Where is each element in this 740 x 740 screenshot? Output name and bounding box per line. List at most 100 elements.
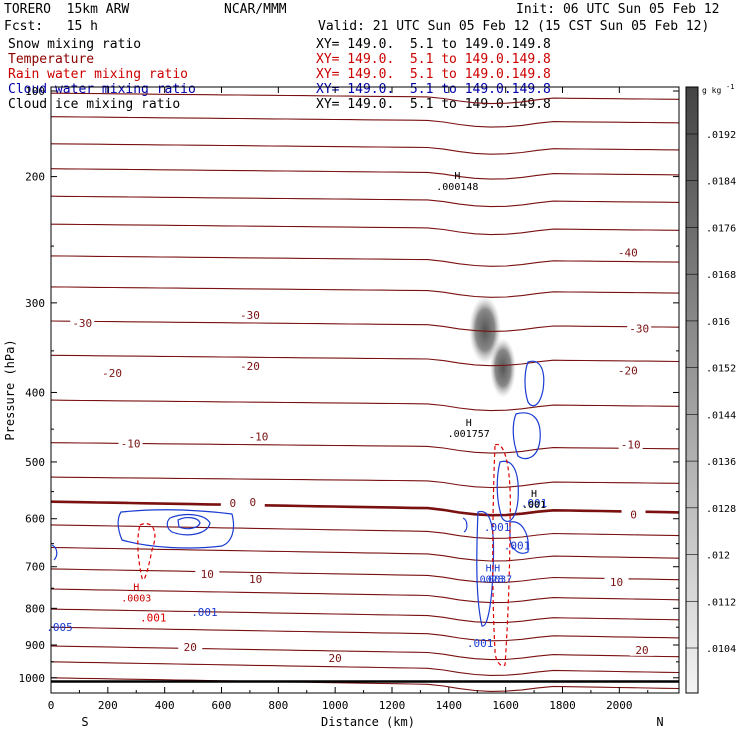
- max-marker-H-2: H: [531, 489, 537, 500]
- max-marker-value-2: .001: [522, 500, 546, 511]
- max-marker-value-5: .0037: [482, 574, 512, 585]
- isotherm-15: [50, 546, 680, 562]
- cloud-water-contour-4: [524, 360, 545, 407]
- colorbar-label-5: .0152: [706, 364, 736, 375]
- temp-label-4: -20: [102, 367, 122, 380]
- snow-shading: [469, 296, 516, 398]
- temp-label-bg-7: [118, 437, 143, 450]
- colorbar-label-4: .016: [706, 317, 730, 328]
- isotherm-14: [50, 524, 680, 539]
- isotherm-19: [50, 626, 680, 642]
- temp-label-bg-12: [621, 508, 646, 521]
- cloud-water-label-3: .001: [191, 606, 218, 619]
- snow-core-lower: [490, 338, 516, 398]
- isotherm-9: [50, 354, 680, 367]
- isotherm-16: [50, 568, 680, 584]
- x-tick-label-2000: 2000: [606, 699, 633, 712]
- isotherm-2: [50, 143, 680, 155]
- temp-label-bg-18: [630, 643, 655, 656]
- isotherm-11: [50, 442, 680, 454]
- rain-contours: [137, 443, 511, 667]
- cloud-water-contour-1: [117, 509, 235, 549]
- temp-label-7: -10: [121, 437, 141, 450]
- field-name-temperature: Temperature: [8, 52, 95, 67]
- forecast-hour: Fcst: 15 h: [4, 19, 98, 34]
- temp-label-bg-6: [615, 364, 640, 377]
- y-tick-label-300: 300: [25, 297, 45, 310]
- max-marker-H-4: H: [486, 563, 492, 574]
- temp-label-bg-17: [323, 651, 348, 664]
- temp-label-12: 0: [630, 509, 637, 522]
- max-marker-value-4: .0028: [474, 574, 504, 585]
- field-name-cloud-ice: Cloud ice mixing ratio: [8, 97, 181, 112]
- field-xy-cloud-water: XY= 149.0. 5.1 to 149.0.149.8: [316, 82, 551, 97]
- x-tick-label-1200: 1200: [379, 699, 406, 712]
- temp-label-bg-13: [195, 567, 220, 580]
- cloud-water-contour-2: [166, 513, 211, 536]
- temp-label-17: 20: [329, 652, 342, 665]
- temp-label-bg-3: [627, 322, 652, 335]
- y-tick-label-200: 200: [25, 171, 45, 184]
- y-tick-label-500: 500: [25, 456, 45, 469]
- temp-label-9: -10: [621, 439, 641, 452]
- temp-label-14: 10: [249, 573, 262, 586]
- isotherm-18: [50, 608, 680, 624]
- isotherm-22: [50, 677, 680, 692]
- field-xy-temperature: XY= 149.0. 5.1 to 149.0.149.8: [316, 52, 551, 67]
- temp-label-bg-2: [237, 309, 262, 322]
- temp-label-3: -30: [629, 323, 649, 336]
- temp-label-bg-1: [70, 316, 95, 329]
- cloud-water-label-4: .001: [467, 637, 494, 650]
- isotherm-13: [50, 500, 680, 517]
- y-tick-label-600: 600: [25, 513, 45, 526]
- y-tick-label-100: 100: [25, 85, 45, 98]
- cloud-water-contour-8: [509, 521, 529, 554]
- max-marker-H-5: H: [494, 563, 500, 574]
- field-name-snow: Snow mixing ratio: [8, 37, 142, 52]
- isotherm-8: [50, 320, 680, 332]
- temp-label-bg-0: [615, 246, 640, 259]
- temp-label-8: -10: [249, 431, 269, 444]
- colorbar-label-3: .0168: [706, 270, 736, 281]
- isotherm-17: [50, 588, 680, 604]
- colorbar-label-2: .0176: [706, 223, 736, 234]
- model-title: TORERO 15km ARW: [4, 2, 130, 17]
- colorbar-label-9: .012: [706, 551, 730, 562]
- temp-label-bg-5: [237, 360, 262, 373]
- temp-label-bg-9: [618, 438, 643, 451]
- temp-label-0: -40: [618, 247, 638, 260]
- field-xy-snow: XY= 149.0. 5.1 to 149.0.149.8: [316, 37, 551, 52]
- temp-label-13: 10: [201, 568, 214, 581]
- colorbar-label-0: .0192: [706, 130, 736, 141]
- y-tick-label-800: 800: [25, 602, 45, 615]
- max-marker-H-3: H: [133, 582, 139, 593]
- field-name-rain: Rain water mixing ratio: [8, 67, 189, 82]
- rain-label-0: .001: [140, 612, 167, 625]
- cloud-water-label-5: .005: [46, 621, 73, 634]
- cloud-water-contour-9: [462, 517, 468, 533]
- temp-label-bg-4: [100, 366, 125, 379]
- cloud-water-label-2: .001: [504, 539, 531, 552]
- temp-label-bg-10: [220, 496, 245, 509]
- temp-label-bg-8: [246, 430, 271, 443]
- colorbar-ramp: [685, 86, 699, 694]
- endpoint-left: S: [81, 715, 88, 729]
- valid-time: Valid: 21 UTC Sun 05 Feb 12 (15 CST Sun …: [318, 19, 710, 34]
- snow-core-upper: [469, 296, 501, 364]
- temp-label-bg-11: [240, 495, 265, 508]
- temp-label-6: -20: [618, 364, 638, 377]
- endpoint-right: N: [656, 715, 663, 729]
- cloud-water-contour-6: [496, 460, 519, 522]
- y-tick-label-700: 700: [25, 561, 45, 574]
- isotherm-21: [50, 661, 680, 676]
- cloud-water-contour-5: [512, 412, 541, 460]
- temp-label-bg-16: [178, 640, 203, 653]
- isotherm-3: [50, 168, 680, 180]
- cloud-water-label-0: .001: [521, 497, 548, 510]
- temp-label-2: -30: [240, 309, 260, 322]
- colorbar-label-8: .0128: [706, 504, 736, 515]
- isotherm-5: [50, 223, 680, 236]
- temp-label-5: -20: [240, 360, 260, 373]
- temp-label-10: 0: [230, 497, 237, 510]
